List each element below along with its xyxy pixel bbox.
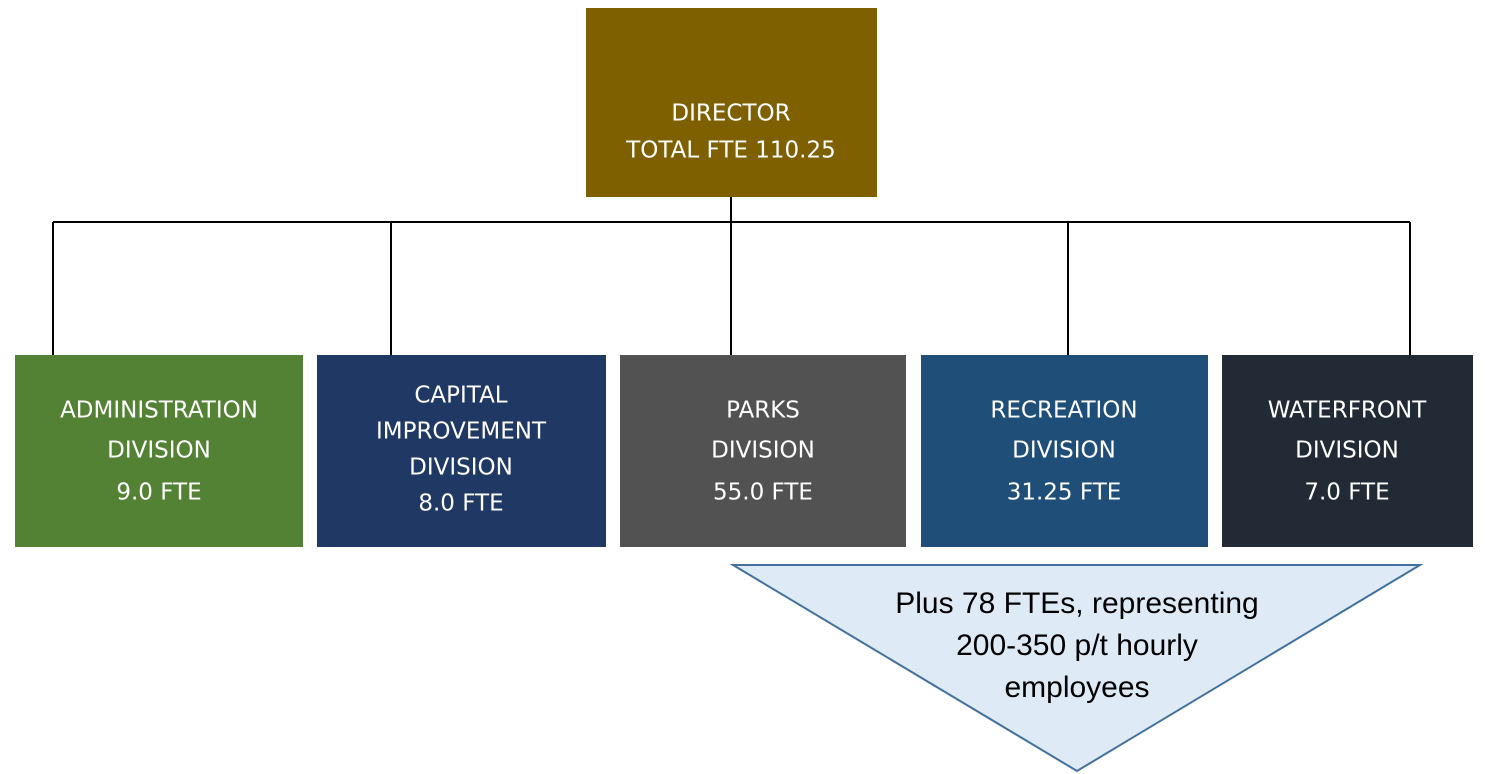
callout-label: 200-350 p/t hourly — [956, 629, 1198, 662]
division-node: PARKS DIVISION 55.0 FTE — [620, 355, 906, 547]
division-node: RECREATION DIVISION 31.25 FTE — [921, 355, 1208, 547]
division-node: ADMINISTRATION DIVISION 9.0 FTE — [15, 355, 303, 547]
division-box — [1222, 355, 1473, 547]
division-box — [921, 355, 1208, 547]
division-label: DIVISION — [107, 438, 211, 464]
division-label: 31.25 FTE — [1007, 480, 1122, 506]
division-node: CAPITAL IMPROVEMENT DIVISION 8.0 FTE — [317, 355, 606, 547]
division-box — [620, 355, 906, 547]
division-label: 9.0 FTE — [116, 480, 201, 506]
division-node: WATERFRONT DIVISION 7.0 FTE — [1222, 355, 1473, 547]
division-label: RECREATION — [990, 398, 1137, 424]
division-label: DIVISION — [409, 455, 513, 481]
division-label: CAPITAL — [414, 383, 507, 409]
division-label: 55.0 FTE — [713, 480, 813, 506]
director-node: DIRECTOR TOTAL FTE 110.25 — [586, 8, 877, 197]
division-box — [317, 355, 606, 547]
director-label: TOTAL FTE 110.25 — [625, 138, 835, 164]
division-label: WATERFRONT — [1268, 398, 1428, 424]
callout: Plus 78 FTEs, representing 200-350 p/t h… — [729, 564, 1424, 773]
callout-label: Plus 78 FTEs, representing — [895, 587, 1259, 620]
director-label: DIRECTOR — [671, 101, 790, 127]
division-label: DIVISION — [1012, 438, 1116, 464]
connectors — [52, 197, 1411, 355]
division-label: 7.0 FTE — [1304, 480, 1389, 506]
division-box — [15, 355, 303, 547]
division-label: DIVISION — [711, 438, 815, 464]
director-box — [586, 8, 877, 197]
callout-label: employees — [1004, 671, 1149, 704]
division-label: 8.0 FTE — [418, 491, 503, 517]
division-label: DIVISION — [1295, 438, 1399, 464]
callout-triangle — [729, 564, 1424, 773]
division-label: PARKS — [726, 398, 800, 424]
division-label: IMPROVEMENT — [376, 419, 547, 445]
division-label: ADMINISTRATION — [60, 398, 258, 424]
